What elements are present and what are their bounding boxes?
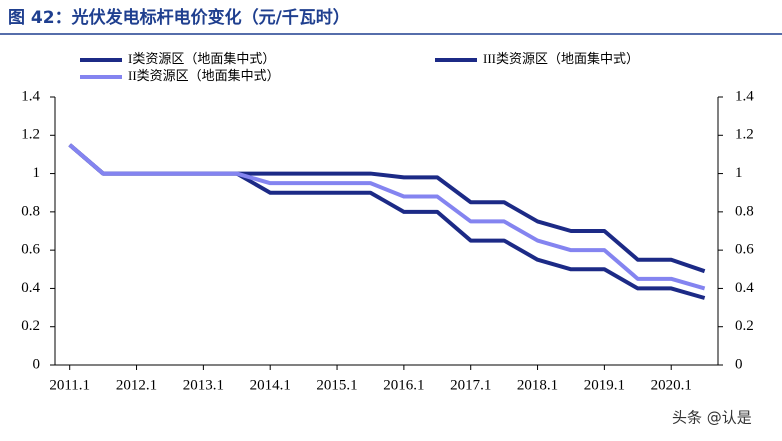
y-tick-label: 0 [33,356,41,372]
y2-tick-label: 0.2 [735,318,754,334]
x-tick-label: 2015.1 [316,377,357,393]
x-tick-label: 2019.1 [584,377,625,393]
x-tick-label: 2016.1 [383,377,424,393]
y2-tick-label: 1 [735,165,743,181]
series-line [68,143,706,291]
y2-tick-label: 0 [735,356,743,372]
x-tick-label: 2017.1 [450,377,491,393]
y2-tick-label: 1.4 [735,88,754,104]
y-tick-label: 1.4 [21,88,40,104]
y-tick-label: 0.4 [21,280,40,296]
y2-tick-label: 0.8 [735,203,754,219]
y-tick-label: 0.2 [21,318,40,334]
series-line [68,143,706,300]
y2-tick-label: 1.2 [735,127,754,143]
y-tick-label: 1 [33,165,41,181]
watermark: 头条 @认是 [672,409,752,427]
x-tick-label: 2014.1 [250,377,291,393]
x-tick-label: 2018.1 [517,377,558,393]
y-tick-label: 1.2 [21,127,40,143]
y-tick-label: 0.8 [21,203,40,219]
chart-title: 图 42：光伏发电标杆电价变化（元/千瓦时） [8,7,350,28]
legend-label: II类资源区（地面集中式） [128,68,280,83]
y2-tick-label: 0.6 [735,242,754,258]
x-tick-label: 2020.1 [651,377,692,393]
x-tick-label: 2011.1 [49,377,90,393]
legend-label: I类资源区（地面集中式） [128,51,275,66]
series-line [68,143,706,274]
legend-label: III类资源区（地面集中式） [483,51,639,66]
y2-tick-label: 0.4 [735,280,754,296]
x-tick-label: 2012.1 [116,377,157,393]
x-tick-label: 2013.1 [183,377,224,393]
y-tick-label: 0.6 [21,242,40,258]
